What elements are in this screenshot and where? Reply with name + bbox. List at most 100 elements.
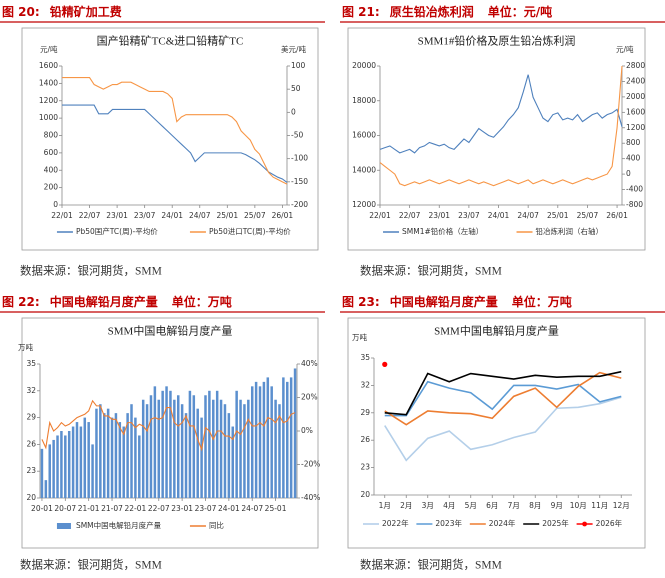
y2-tick-label: -800 [626, 200, 643, 209]
bar [126, 413, 129, 498]
x-tick-label: 11月 [591, 501, 608, 510]
y2-tick-label: 400 [626, 154, 641, 163]
bar [227, 413, 231, 498]
y2-tick-label: 40% [301, 359, 318, 368]
x-tick-label: 22/07 [399, 211, 421, 220]
legend-label: Pb50进口TC(周)-平均价 [209, 226, 291, 236]
series-line [62, 104, 288, 183]
y2-tick-label: 1200 [626, 123, 645, 132]
bar [52, 439, 55, 498]
x-tick-label: 6月 [486, 501, 498, 510]
bar [87, 422, 90, 498]
y-tick-label: 200 [44, 183, 59, 192]
y-tick-label: 20 [360, 490, 370, 499]
point [382, 361, 388, 367]
series-line [41, 399, 296, 452]
chart-title: SMM中国电解铅月度产量 [108, 324, 233, 338]
bar [184, 413, 188, 498]
y-tick-label: 600 [44, 148, 59, 157]
x-tick-label: 22/07 [79, 211, 101, 220]
bar [75, 422, 79, 498]
bar [274, 399, 277, 498]
series-line [379, 74, 623, 154]
series-line [379, 65, 623, 187]
x-tick-label: 8月 [529, 501, 541, 510]
bar [215, 390, 219, 498]
bar [239, 399, 242, 498]
bar [212, 399, 215, 498]
y-tick-label: 32 [26, 386, 36, 395]
source-note: 数据来源：银河期货，SMM [20, 264, 162, 278]
figure-title: 原生铅冶炼利润 [390, 4, 474, 19]
y-tick-label: 400 [44, 165, 59, 174]
chart-frame [347, 317, 646, 549]
y-unit: 元/吨 [40, 44, 58, 54]
x-tick-label: 22-01 [125, 504, 147, 513]
series-line [384, 380, 622, 417]
bar [138, 435, 141, 498]
legend-swatch [56, 523, 71, 529]
x-tick-label: 1月 [379, 501, 391, 510]
y2-tick-label: -400 [626, 185, 643, 194]
x-tick-label: 23/01 [428, 211, 450, 220]
y2-tick-label: -40% [301, 493, 320, 502]
chart-title: SMM中国电解铅月度产量 [434, 324, 559, 338]
bar [196, 408, 199, 498]
legend-label: 铅冶炼利润（右轴） [536, 226, 604, 236]
bar [235, 390, 238, 498]
y-tick-label: 23 [360, 463, 370, 472]
bar [278, 404, 281, 498]
figure-label: 图 20: [2, 5, 40, 19]
bar [110, 417, 114, 498]
bar [79, 426, 83, 498]
legend-label: Pb50国产TC(周)-平均价 [76, 226, 158, 236]
x-tick-label: 21-07 [101, 504, 123, 513]
bar [289, 377, 293, 498]
source-note: 数据来源：银河期货，SMM [360, 558, 502, 572]
y-tick-label: 32 [360, 380, 370, 389]
bar [282, 377, 285, 498]
y2-tick-label: 50 [291, 84, 301, 93]
x-tick-label: 12月 [613, 501, 630, 510]
x-tick-label: 4月 [443, 501, 455, 510]
x-tick-label: 24-01 [218, 504, 240, 513]
legend-label: SMM1#铅价格（左轴） [402, 226, 483, 236]
x-tick-label: 24/01 [488, 211, 510, 220]
y-tick-label: 18000 [352, 96, 376, 105]
legend-label: 2024年 [489, 518, 516, 528]
x-tick-label: 23/01 [106, 211, 128, 220]
x-tick-label: 25/01 [547, 211, 569, 220]
y-tick-label: 29 [360, 408, 370, 417]
x-tick-label: 24/07 [189, 211, 211, 220]
bar [180, 404, 184, 498]
bar [250, 386, 254, 498]
bar [106, 408, 110, 498]
y2-tick-label: 100 [291, 61, 306, 70]
y-tick-label: 26 [360, 435, 370, 444]
x-tick-label: 24/07 [517, 211, 539, 220]
y2-tick-label: -200 [291, 200, 308, 209]
x-tick-label: 20-01 [31, 504, 53, 513]
x-tick-label: 22/01 [51, 211, 73, 220]
x-tick-label: 22/01 [369, 211, 391, 220]
bar [48, 444, 51, 498]
bar [286, 381, 289, 498]
bar [149, 395, 153, 498]
y-tick-label: 35 [360, 353, 370, 362]
legend-label: 2026年 [596, 518, 623, 528]
bar [176, 395, 180, 498]
y2-tick-label: 2800 [626, 61, 645, 70]
bar [71, 426, 75, 498]
bar [173, 399, 176, 498]
figure-title: 铅精矿加工费 [49, 4, 122, 19]
bar [118, 422, 122, 498]
x-tick-label: 25/07 [577, 211, 599, 220]
bar [243, 404, 246, 498]
bar [219, 399, 223, 498]
x-tick-label: 3月 [422, 501, 434, 510]
bar [153, 386, 157, 498]
bar [99, 404, 102, 498]
bar [165, 386, 168, 498]
figure-unit: 单位：元/吨 [488, 4, 552, 19]
